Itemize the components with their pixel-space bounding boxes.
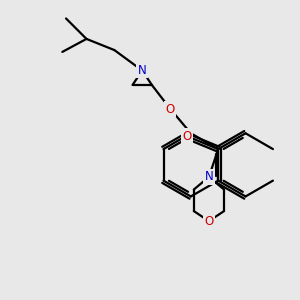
Text: N: N [138, 64, 147, 77]
Text: O: O [182, 130, 191, 142]
Text: O: O [166, 103, 175, 116]
Text: N: N [205, 170, 213, 183]
Text: O: O [204, 214, 214, 228]
